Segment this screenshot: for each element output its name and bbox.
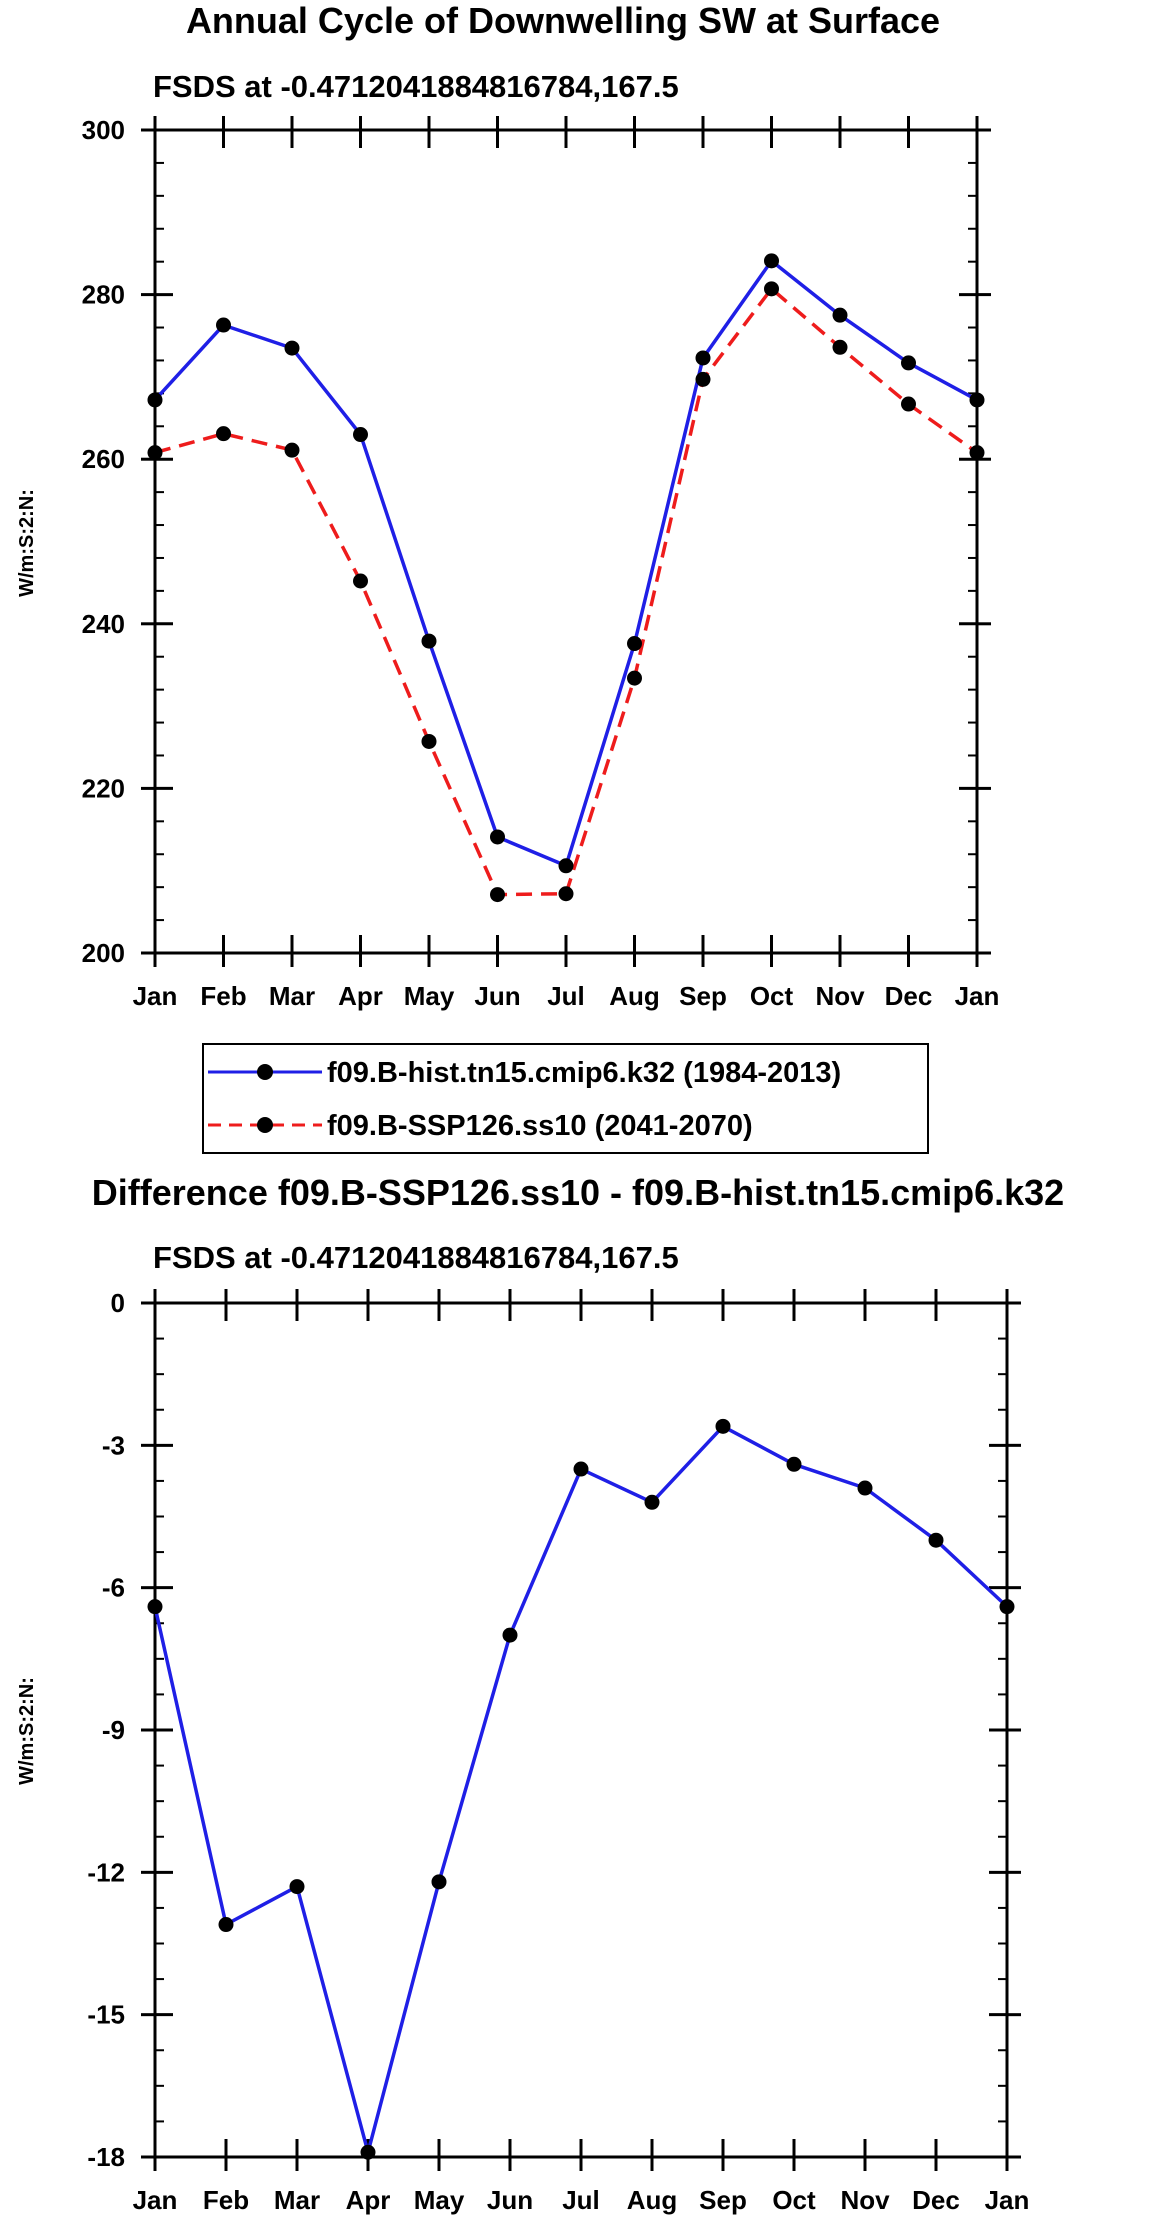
chart1-series-0-point — [558, 858, 574, 874]
chart1-series-1-point — [558, 886, 574, 902]
chart2-xtick-label: May — [414, 2185, 465, 2215]
chart2-series-0-point — [857, 1480, 873, 1496]
chart1-series-0-point — [421, 633, 437, 649]
chart2-series-0-point — [289, 1879, 305, 1895]
chart1-series-0-point — [832, 307, 848, 323]
chart1-title: Annual Cycle of Downwelling SW at Surfac… — [186, 0, 940, 41]
chart1-series-0-point — [695, 350, 711, 366]
chart1-series-0-line — [153, 259, 978, 868]
chart2-ytick-label: -6 — [102, 1573, 125, 1603]
chart2-xtick-label: Aug — [627, 2185, 678, 2215]
chart1-series-0-point — [627, 636, 642, 652]
chart2-series-0-point — [928, 1532, 944, 1548]
chart1-ytick-label: 260 — [82, 444, 125, 474]
chart2-series-0-point — [147, 1599, 163, 1615]
chart1-plot: 200 220 240 260 280 300 Jan Feb Mar Apr May Jun Jul A… — [82, 115, 1000, 1011]
chart1-series-1-point — [969, 445, 985, 461]
chart1-series-1-point — [284, 442, 300, 458]
legend-label-hist: f09.B-hist.tn15.cmip6.k32 (1984-2013) — [327, 1057, 841, 1089]
chart1-series-1-point — [901, 396, 916, 412]
chart1-xtick-label: Oct — [750, 981, 794, 1011]
chart1-xtick-label: Jan — [133, 981, 178, 1011]
chart2-series-0-point — [999, 1599, 1015, 1615]
chart1-xtick-label: Jun — [474, 981, 520, 1011]
chart1-series-1-point — [147, 445, 163, 461]
chart2-xtick-label: Dec — [912, 2185, 960, 2215]
chart2-xtick-label: Jun — [487, 2185, 533, 2215]
chart1-xtick-label: Nov — [815, 981, 865, 1011]
chart1-ytick-label: 280 — [82, 280, 125, 310]
chart1-xtick-label: Feb — [200, 981, 246, 1011]
chart1-series-1-point — [832, 339, 848, 355]
chart2-ytick-label: 0 — [111, 1288, 125, 1318]
chart1-xtick-label: May — [404, 981, 455, 1011]
chart1-series-1-point — [627, 670, 642, 686]
chart1-series-0-point — [764, 253, 779, 269]
chart2-xtick-label: Apr — [346, 2185, 391, 2215]
chart2-xtick-label: Nov — [840, 2185, 890, 2215]
chart1-series-0-point — [147, 392, 163, 408]
chart1-legend: f09.B-hist.tn15.cmip6.k32 (1984-2013) f0… — [202, 1043, 929, 1154]
chart1-series-1-point — [490, 887, 505, 903]
chart1-xtick-label: Dec — [885, 981, 933, 1011]
chart2-xtick-label: Feb — [203, 2185, 249, 2215]
chart2-plot: -18 -15 -12 -9 -6 -3 0 Jan Feb Mar Apr May Jun Jul Aug… — [87, 1288, 1029, 2215]
chart2-xtick-label: Mar — [274, 2185, 320, 2215]
legend-label-ssp: f09.B-SSP126.ss10 (2041-2070) — [327, 1110, 753, 1142]
chart2-xtick-label: Jan — [985, 2185, 1030, 2215]
chart1-xtick-label: Sep — [679, 981, 727, 1011]
chart1-series-1-line — [154, 287, 979, 897]
chart1-series-1-point — [764, 281, 779, 297]
chart1-ytick-label: 240 — [82, 609, 125, 639]
chart2-xtick-label: Jul — [562, 2185, 600, 2215]
chart2-series-0-point — [431, 1874, 447, 1890]
chart2-ytick-label: -9 — [102, 1715, 125, 1745]
chart1-subtitle: FSDS at -0.4712041884816784,167.5 — [153, 69, 679, 104]
chart1-series-1-point — [353, 573, 368, 589]
chart2-series-0-point — [502, 1627, 518, 1643]
chart2-series-0-point — [786, 1456, 802, 1472]
chart1-xtick-label: Jul — [547, 981, 585, 1011]
chart2-ytick-label: -15 — [87, 2000, 125, 2030]
chart1-series-1-point — [216, 426, 231, 442]
chart2-xtick-label: Sep — [699, 2185, 747, 2215]
chart1-series-0-point — [353, 427, 368, 443]
chart2-title: Difference f09.B-SSP126.ss10 - f09.B-his… — [92, 1172, 1064, 1213]
chart2-series-0-point — [644, 1494, 660, 1510]
chart2-ytick-label: -12 — [87, 1857, 125, 1887]
chart1-ytick-label: 300 — [82, 115, 125, 145]
chart1-frame — [153, 128, 979, 955]
legend-marker-hist — [257, 1064, 273, 1080]
chart1-series-1-point — [421, 733, 437, 749]
chart2-series-0-point — [218, 1917, 234, 1933]
chart2-series-0-line — [153, 1424, 1009, 2155]
legend-box — [202, 1043, 929, 1154]
chart2-ytick-label: -18 — [87, 2142, 125, 2172]
chart1-series-1-point — [695, 371, 711, 387]
chart2-ytick-label: -3 — [102, 1430, 125, 1460]
chart1-series-0-point — [969, 392, 985, 408]
chart1-series-0-point — [901, 355, 916, 371]
chart2-series-0-point — [573, 1461, 589, 1477]
chart1-xtick-label: Aug — [609, 981, 660, 1011]
chart2-frame — [153, 1301, 1009, 2159]
chart1-series-0-point — [490, 829, 505, 845]
chart2-xtick-label: Oct — [772, 2185, 816, 2215]
chart1-ytick-label: 200 — [82, 938, 125, 968]
chart1-xtick-label: Apr — [338, 981, 383, 1011]
chart2-xtick-label: Jan — [133, 2185, 178, 2215]
chart1-series-0-point — [284, 340, 300, 356]
chart1-xtick-label: Mar — [269, 981, 315, 1011]
chart1-ylabel: W/m:S:2:N: — [16, 489, 38, 597]
chart1-xtick-label: Jan — [955, 981, 1000, 1011]
chart2-ylabel: W/m:S:2:N: — [16, 1677, 38, 1785]
chart2-series-0-point — [360, 2144, 376, 2160]
chart1-ytick-label: 220 — [82, 773, 125, 803]
chart1-series-0-point — [216, 317, 231, 333]
legend-marker-ssp — [257, 1117, 273, 1133]
chart2-subtitle: FSDS at -0.4712041884816784,167.5 — [153, 1240, 679, 1275]
chart2-series-0-point — [715, 1418, 731, 1434]
